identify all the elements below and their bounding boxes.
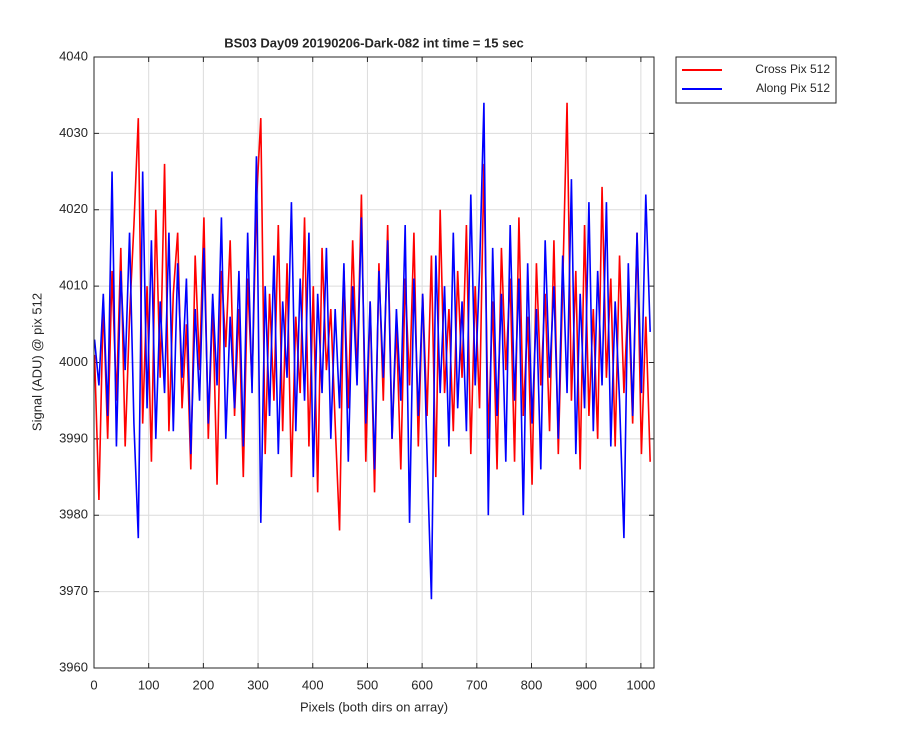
plot-frame xyxy=(93,56,655,669)
x-tick-label: 300 xyxy=(247,677,269,692)
x-tick-label: 0 xyxy=(90,677,97,692)
series-line xyxy=(93,102,651,600)
x-tick-label: 900 xyxy=(575,677,597,692)
legend-label: Cross Pix 512 xyxy=(755,62,830,76)
y-tick-label: 3990 xyxy=(59,430,88,445)
y-tick-label: 3980 xyxy=(59,507,88,522)
x-axis-label: Pixels (both dirs on array) xyxy=(300,699,448,714)
y-tick-label: 3970 xyxy=(59,583,88,598)
x-tick-label: 400 xyxy=(302,677,324,692)
y-tick-label: 4030 xyxy=(59,125,88,140)
x-tick-label: 600 xyxy=(411,677,433,692)
y-tick-label: 4010 xyxy=(59,278,88,293)
y-tick-label: 3960 xyxy=(59,659,88,674)
legend-box xyxy=(675,56,837,104)
y-tick-label: 4020 xyxy=(59,201,88,216)
x-tick-label: 200 xyxy=(193,677,215,692)
y-tick-label: 4000 xyxy=(59,354,88,369)
x-tick-label: 1000 xyxy=(626,677,655,692)
y-axis-label: Signal (ADU) @ pix 512 xyxy=(29,293,44,431)
y-tick-label: 4040 xyxy=(59,48,88,63)
x-tick-label: 800 xyxy=(521,677,543,692)
x-tick-label: 500 xyxy=(357,677,379,692)
x-tick-label: 700 xyxy=(466,677,488,692)
legend-label: Along Pix 512 xyxy=(756,81,830,95)
chart-title: BS03 Day09 20190206-Dark-082 int time = … xyxy=(224,35,524,50)
x-tick-label: 100 xyxy=(138,677,160,692)
